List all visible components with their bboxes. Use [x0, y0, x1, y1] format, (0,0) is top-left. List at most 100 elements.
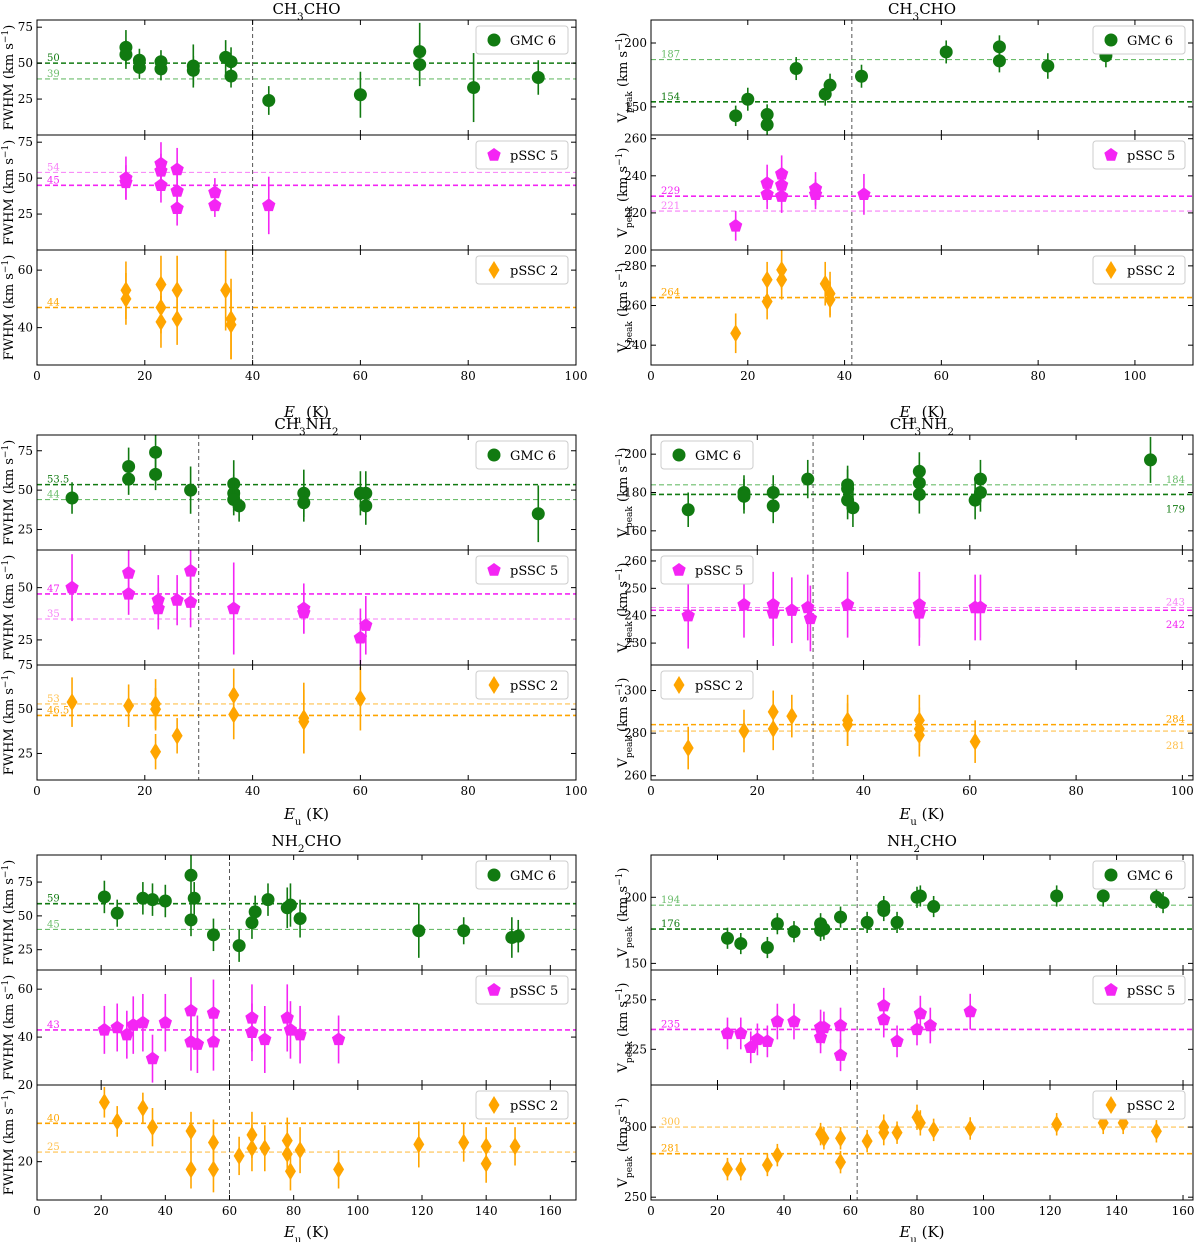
reference-value: 40 — [47, 1113, 60, 1124]
data-point — [1041, 53, 1055, 79]
data-point — [741, 87, 755, 111]
y-tick-label: 250 — [624, 993, 647, 1007]
chart-title: CH3NH2 — [274, 415, 338, 438]
data-point — [1143, 436, 1157, 483]
y-tick-label: 50 — [18, 171, 33, 185]
y-tick-label: 260 — [624, 769, 647, 783]
data-point — [737, 479, 751, 514]
y-axis-label: FWHM (km s−1) — [1, 670, 17, 776]
data-point — [939, 40, 953, 64]
reference-value: 54 — [47, 162, 60, 173]
legend-label: pSSC 5 — [695, 564, 743, 579]
data-point — [412, 903, 426, 958]
panel-frame — [36, 1084, 577, 1201]
x-tick-label: 120 — [1039, 1204, 1062, 1218]
data-point — [245, 1003, 259, 1062]
data-point — [891, 1121, 903, 1144]
data-point — [860, 911, 874, 933]
x-tick-label: 100 — [565, 784, 588, 798]
reference-value: 229 — [661, 186, 680, 197]
data-point — [170, 191, 184, 226]
data-point — [823, 73, 837, 97]
data-point — [817, 918, 831, 940]
reference-value: 44 — [47, 298, 60, 309]
reference-value: 194 — [661, 895, 680, 906]
legend: pSSC 5 — [660, 555, 754, 585]
chart-title: CH3CHO — [272, 0, 340, 23]
reference-value: 25 — [47, 1142, 60, 1153]
data-point — [682, 726, 694, 770]
data-point — [297, 483, 311, 522]
x-tick-label: 40 — [776, 1204, 791, 1218]
data-point — [248, 895, 262, 929]
data-point — [511, 919, 525, 953]
reference-value: 45 — [47, 919, 60, 930]
data-point — [877, 1001, 891, 1038]
data-point — [413, 43, 427, 87]
y-tick-label: 20 — [18, 1155, 33, 1169]
y-axis-label: FWHM (km s−1) — [1, 555, 17, 661]
data-point — [833, 1039, 848, 1072]
data-point — [359, 596, 373, 655]
y-tick-label: 25 — [18, 207, 33, 221]
x-tick-label: 100 — [565, 369, 588, 383]
legend-label: pSSC 5 — [1127, 984, 1175, 999]
data-point — [912, 580, 926, 646]
data-point — [122, 573, 136, 615]
x-tick-label: 40 — [245, 369, 260, 383]
panel-frame — [650, 664, 1194, 781]
data-point — [467, 53, 481, 123]
legend: GMC 6 — [1092, 860, 1186, 890]
legend-label: GMC 6 — [510, 869, 556, 884]
x-tick-label: 20 — [94, 1204, 109, 1218]
data-point — [158, 884, 172, 918]
data-point — [760, 179, 774, 210]
data-point — [973, 473, 987, 512]
data-point — [457, 917, 471, 945]
data-point — [110, 1003, 124, 1052]
legend-label: pSSC 2 — [1127, 1099, 1175, 1114]
data-point — [480, 1144, 492, 1183]
data-point — [890, 911, 904, 933]
data-point — [729, 105, 743, 127]
y-axis-label: Vpeak (km s−1) — [615, 868, 635, 959]
data-point — [145, 1034, 160, 1083]
y-tick-label: 25 — [18, 523, 33, 537]
data-point — [963, 993, 977, 1030]
reference-value: 221 — [661, 201, 680, 212]
data-point — [185, 1150, 197, 1189]
data-point — [120, 273, 132, 325]
data-point — [220, 250, 232, 331]
chart-title: NH2CHO — [887, 832, 957, 855]
y-tick-label: 240 — [624, 609, 647, 623]
data-point — [65, 554, 79, 622]
data-point — [119, 165, 133, 200]
data-point — [293, 1005, 307, 1064]
y-tick-label: 300 — [624, 1120, 647, 1134]
y-tick-label: 260 — [624, 299, 647, 313]
data-point — [136, 993, 150, 1052]
y-tick-label: 200 — [624, 447, 647, 461]
data-point — [835, 1150, 847, 1174]
data-point — [785, 577, 799, 644]
reference-value: 59 — [47, 894, 60, 905]
legend: pSSC 5 — [1092, 975, 1186, 1005]
reference-value: 46.5 — [47, 705, 69, 716]
data-point — [258, 1005, 272, 1074]
legend: pSSC 5 — [475, 140, 569, 170]
x-tick-label: 60 — [843, 1204, 858, 1218]
data-point — [331, 1015, 346, 1064]
data-point — [927, 895, 941, 918]
data-point — [259, 1125, 271, 1172]
data-point — [721, 1157, 733, 1181]
legend-label: pSSC 5 — [510, 149, 558, 164]
